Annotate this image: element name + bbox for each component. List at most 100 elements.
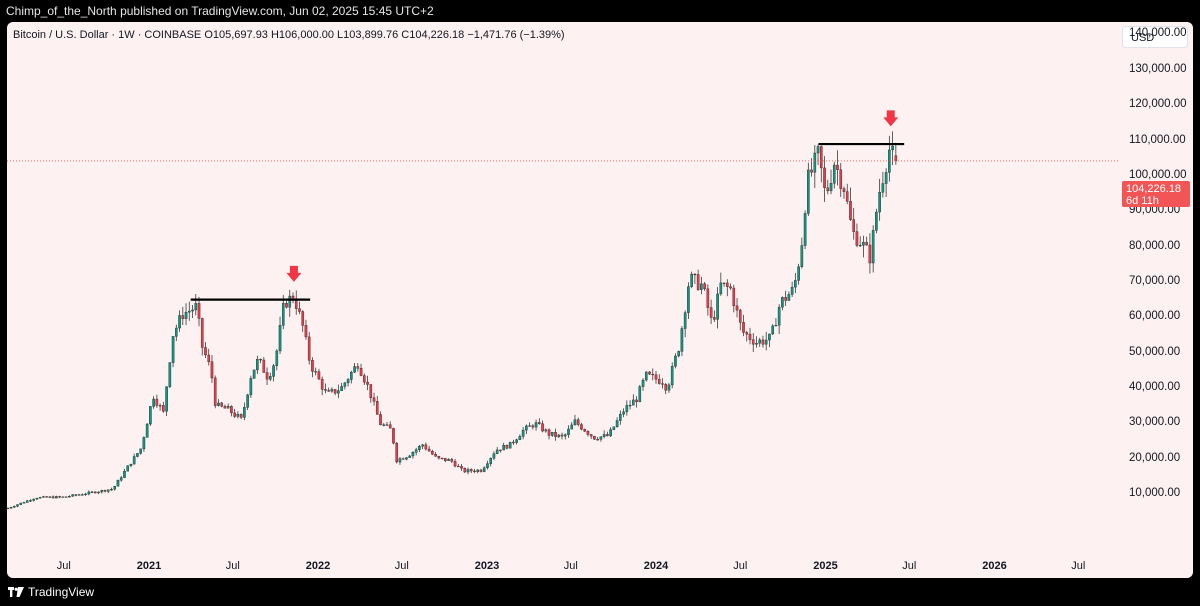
candle-body — [748, 333, 752, 340]
currency-selector[interactable]: USD — [1122, 26, 1188, 48]
candle-body — [285, 303, 288, 308]
candle-body — [327, 390, 330, 392]
candle-body — [823, 167, 826, 189]
time-tick-label: Jul — [733, 560, 748, 572]
candle-body — [713, 317, 716, 320]
candle-body — [891, 145, 894, 151]
candle-body — [787, 294, 791, 301]
candle-body — [580, 424, 583, 430]
candle-body — [55, 496, 58, 499]
candle-body — [771, 325, 774, 335]
candle-body — [781, 297, 784, 308]
candle-body — [100, 490, 104, 493]
candle-body — [58, 496, 61, 498]
candle-body — [418, 445, 421, 450]
candle-body — [751, 339, 755, 345]
price-tick-label: 70,000.00 — [1129, 274, 1181, 287]
candle-body — [421, 444, 424, 447]
candle-body — [414, 449, 418, 453]
candle-body — [703, 283, 706, 290]
down-arrow-icon — [286, 265, 302, 282]
candle-body — [505, 445, 509, 449]
price-tick-label: 10,000.00 — [1129, 487, 1181, 500]
candle-body — [615, 420, 619, 428]
candle-body — [379, 414, 382, 426]
candle-body — [369, 384, 373, 399]
candle-body — [476, 469, 480, 472]
candle-body — [622, 411, 625, 415]
candle-body — [845, 191, 849, 202]
candle-body — [38, 497, 42, 499]
candle-body — [865, 241, 868, 246]
candle-body — [836, 164, 839, 170]
candle-body — [392, 428, 395, 444]
candle-body — [405, 457, 408, 460]
candle-body — [829, 183, 833, 192]
candle-body — [466, 469, 470, 473]
candle-body — [855, 231, 859, 246]
candle-body — [547, 429, 551, 436]
candle-body — [220, 402, 223, 407]
candle-body — [881, 183, 885, 193]
candle-body — [226, 406, 230, 409]
candle-body — [239, 414, 243, 418]
candle-body — [175, 327, 178, 337]
candle-body — [395, 442, 399, 463]
candle-body — [810, 169, 813, 173]
candle-body — [61, 496, 65, 498]
candle-body — [797, 266, 800, 281]
candle-body — [819, 146, 823, 169]
candle-body — [777, 306, 781, 326]
candle-body — [742, 322, 745, 333]
candle-body — [353, 366, 356, 373]
candle-body — [625, 405, 629, 413]
candle-body — [269, 376, 272, 380]
candle-body — [570, 424, 574, 430]
candle-body — [632, 399, 635, 406]
candle-body — [515, 439, 518, 443]
candle-body — [68, 496, 71, 498]
candle-body — [385, 424, 389, 426]
candle-body — [486, 463, 489, 468]
price-chart[interactable] — [7, 22, 1118, 578]
candle-body — [816, 146, 820, 154]
price-tick-label: 20,000.00 — [1129, 451, 1181, 464]
candle-body — [735, 305, 739, 311]
candle-body — [408, 455, 411, 458]
candle-body — [832, 164, 836, 184]
candle-body — [275, 350, 279, 366]
candle-body — [45, 496, 48, 498]
candle-body — [74, 494, 78, 496]
candle-body — [204, 347, 207, 356]
candle-body — [168, 362, 172, 387]
candle-body — [469, 469, 473, 472]
candle-body — [359, 368, 363, 376]
candle-body — [641, 379, 645, 387]
candle-body — [644, 371, 648, 381]
candle-body — [197, 303, 201, 319]
candle-body — [852, 219, 856, 232]
candle-body — [784, 297, 787, 301]
candle-body — [444, 458, 447, 461]
candle-body — [200, 318, 204, 348]
candle-body — [194, 303, 198, 311]
candle-body — [12, 506, 16, 508]
candle-body — [525, 425, 528, 431]
time-tick-label: Jul — [394, 560, 409, 572]
candle-body — [350, 372, 353, 380]
footer-bar: TradingView — [0, 578, 1200, 606]
candle-body — [126, 465, 130, 472]
candle-body — [281, 303, 285, 326]
candle-body — [233, 412, 236, 417]
candle-body — [337, 390, 340, 394]
candle-body — [437, 455, 441, 459]
candle-body — [606, 434, 609, 437]
candle-body — [346, 379, 350, 384]
candle-body — [800, 245, 804, 267]
candle-body — [654, 374, 658, 380]
time-tick-label: 2023 — [474, 560, 500, 572]
candle-body — [22, 502, 26, 504]
time-tick-label: Jul — [1071, 560, 1086, 572]
time-tick-label: 2026 — [982, 560, 1007, 572]
candle-body — [110, 488, 113, 491]
